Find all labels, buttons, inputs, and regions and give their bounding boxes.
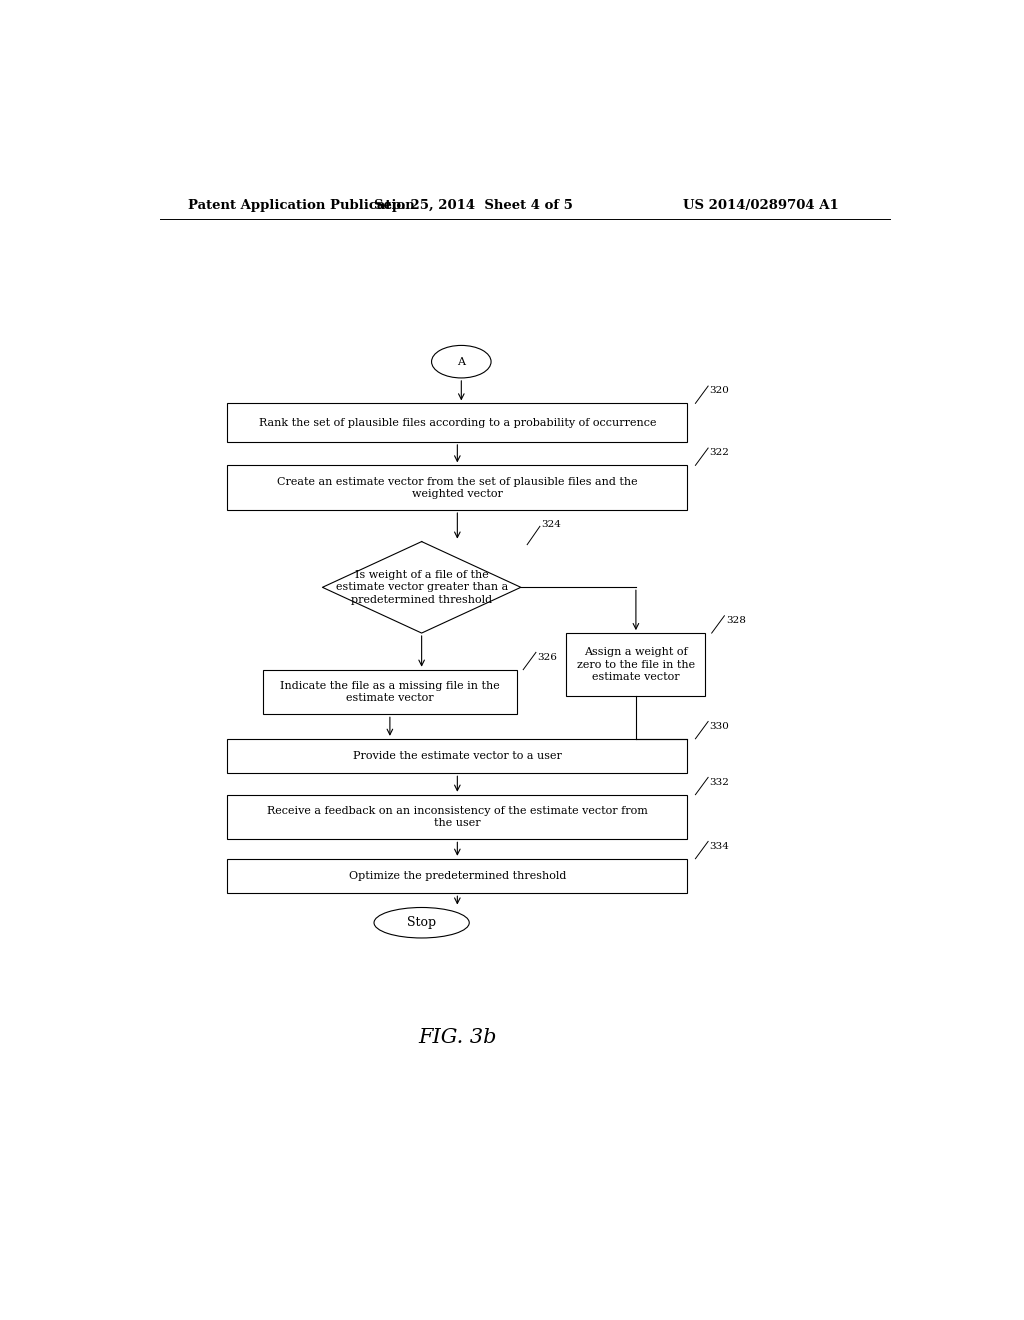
Ellipse shape [374,907,469,939]
Bar [227,739,687,774]
Text: 332: 332 [710,777,729,787]
Text: 322: 322 [710,449,729,457]
Text: A: A [458,356,465,367]
Text: Rank the set of plausible files according to a probability of occurrence: Rank the set of plausible files accordin… [259,417,656,428]
Bar [227,859,687,894]
Text: 324: 324 [542,520,561,529]
Text: Sep. 25, 2014  Sheet 4 of 5: Sep. 25, 2014 Sheet 4 of 5 [374,198,572,211]
Ellipse shape [431,346,492,378]
Text: Is weight of a file of the
estimate vector greater than a
predetermined threshol: Is weight of a file of the estimate vect… [336,570,508,605]
Text: Optimize the predetermined threshold: Optimize the predetermined threshold [348,871,566,880]
Text: 320: 320 [710,387,729,395]
Text: Assign a weight of
zero to the file in the
estimate vector: Assign a weight of zero to the file in t… [577,647,695,682]
Bar [566,634,706,696]
Text: Patent Application Publication: Patent Application Publication [187,198,415,211]
Text: 330: 330 [710,722,729,731]
Text: 326: 326 [538,652,557,661]
Text: Create an estimate vector from the set of plausible files and the
weighted vecto: Create an estimate vector from the set o… [278,477,638,499]
Bar [227,466,687,510]
Text: FIG. 3b: FIG. 3b [418,1028,497,1047]
Text: 328: 328 [726,616,745,624]
Bar [227,795,687,840]
Bar [227,404,687,442]
Text: 334: 334 [710,842,729,850]
Text: Stop: Stop [408,916,436,929]
Text: Indicate the file as a missing file in the
estimate vector: Indicate the file as a missing file in t… [280,681,500,704]
Text: Provide the estimate vector to a user: Provide the estimate vector to a user [353,751,562,762]
Bar [263,669,517,714]
Text: US 2014/0289704 A1: US 2014/0289704 A1 [683,198,839,211]
Text: Receive a feedback on an inconsistency of the estimate vector from
the user: Receive a feedback on an inconsistency o… [267,805,648,828]
Polygon shape [323,541,521,634]
